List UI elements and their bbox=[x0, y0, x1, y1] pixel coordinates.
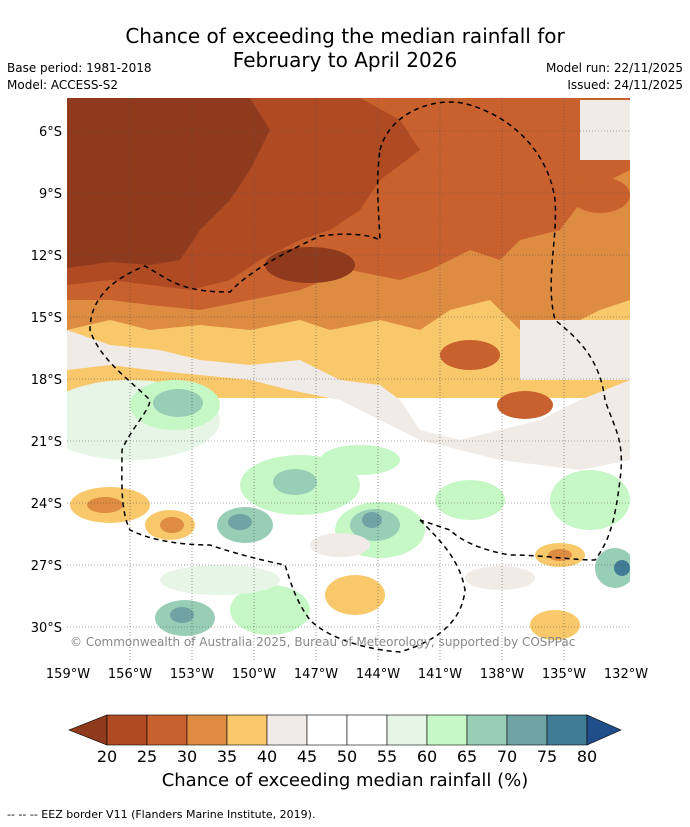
lon-label: 144°W bbox=[356, 667, 400, 682]
colorbar-tick-label: 70 bbox=[497, 747, 517, 766]
zone-60-65-h bbox=[550, 470, 630, 530]
lat-label: 24°S bbox=[31, 497, 62, 512]
colorbar-tick-label: 30 bbox=[177, 747, 197, 766]
colorbar-tick-label: 80 bbox=[577, 747, 597, 766]
colorbar-arrow-high bbox=[586, 714, 622, 746]
title-line-2: February to April 2026 bbox=[232, 48, 458, 72]
issued-date: Issued: 24/11/2025 bbox=[567, 78, 683, 92]
zone-65-70-a bbox=[153, 389, 203, 417]
colorbar-tick-label: 20 bbox=[97, 747, 117, 766]
colorbar-bin bbox=[146, 714, 188, 746]
colorbar-bin bbox=[466, 714, 508, 746]
zone-70-75-f bbox=[170, 607, 194, 623]
lon-label: 141°W bbox=[418, 667, 462, 682]
map-title: Chance of exceeding the median rainfall … bbox=[0, 24, 690, 72]
zone-below-20-patch bbox=[265, 247, 355, 283]
colorbar-bin bbox=[186, 714, 228, 746]
zone-40-45-east bbox=[520, 320, 630, 380]
meta-right: Model run: 22/11/2025 Issued: 24/11/2025 bbox=[546, 60, 683, 94]
lon-label: 156°W bbox=[108, 667, 152, 682]
zone-60-65-g bbox=[230, 585, 310, 635]
lon-label: 147°W bbox=[294, 667, 338, 682]
colorbar-label: Chance of exceeding median rainfall (%) bbox=[161, 770, 529, 791]
latitude-labels: 6°S 9°S 12°S 15°S 18°S 21°S 24°S 27°S 30… bbox=[31, 125, 62, 636]
colorbar-tick-label: 55 bbox=[377, 747, 397, 766]
colorbar-bin bbox=[266, 714, 308, 746]
zone-60-65-j bbox=[435, 480, 505, 520]
colorbar-arrow-low bbox=[68, 714, 108, 746]
zone-25-30-patch bbox=[497, 391, 553, 419]
colorbar-tick-label: 25 bbox=[137, 747, 157, 766]
model-run: Model run: 22/11/2025 bbox=[545, 61, 683, 75]
colorbar-bin bbox=[426, 714, 468, 746]
zone-35-40-s3 bbox=[325, 575, 385, 615]
lat-label: 15°S bbox=[31, 311, 62, 326]
lat-label: 30°S bbox=[31, 621, 62, 636]
colorbar-tick-label: 65 bbox=[457, 747, 477, 766]
lat-label: 6°S bbox=[39, 125, 62, 140]
colorbar-bin bbox=[226, 714, 268, 746]
model-name: Model: ACCESS-S2 bbox=[7, 78, 119, 92]
colorbar-tick-label: 35 bbox=[217, 747, 237, 766]
lon-label: 153°W bbox=[170, 667, 214, 682]
graticule bbox=[67, 98, 630, 660]
lon-label: 159°W bbox=[46, 667, 90, 682]
lat-label: 27°S bbox=[31, 559, 62, 574]
meta-left: Base period: 1981-2018 Model: ACCESS-S2 bbox=[7, 60, 152, 94]
rainfall-probability-field: © Commonwealth of Australia 2025, Bureau… bbox=[67, 98, 630, 660]
colorbar-bin bbox=[346, 714, 388, 746]
colorbar-tick-label: 40 bbox=[257, 747, 277, 766]
colorbar-tick-label: 75 bbox=[537, 747, 557, 766]
zone-40-45 bbox=[67, 330, 630, 470]
colorbar: 20 25 30 35 40 45 50 55 60 65 70 75 80 bbox=[68, 714, 622, 766]
colorbar-bin bbox=[386, 714, 428, 746]
zone-35-40-s5 bbox=[530, 610, 580, 640]
colorbar-bin bbox=[546, 714, 588, 746]
zone-below-20 bbox=[67, 98, 270, 268]
colorbar-bin bbox=[306, 714, 348, 746]
colorbar-tick-label: 45 bbox=[297, 747, 317, 766]
eez-border bbox=[89, 101, 623, 653]
lon-label: 132°W bbox=[604, 667, 648, 682]
lat-label: 21°S bbox=[31, 435, 62, 450]
zone-40-45-ne bbox=[580, 100, 630, 160]
lat-label: 12°S bbox=[31, 249, 62, 264]
zone-25-30-patch-b bbox=[440, 340, 500, 370]
zone-70-75-e bbox=[228, 514, 252, 530]
zone-70-75-d bbox=[362, 512, 382, 528]
zone-25-30-patch-c bbox=[570, 177, 630, 213]
zone-40-45-s7 bbox=[310, 533, 370, 557]
zone-30-35-s1 bbox=[87, 497, 123, 513]
lon-label: 150°W bbox=[232, 667, 276, 682]
lat-label: 18°S bbox=[31, 373, 62, 388]
eez-footnote: -- -- -- EEZ border V11 (Flanders Marine… bbox=[7, 808, 316, 821]
title-line-1: Chance of exceeding the median rainfall … bbox=[125, 24, 565, 48]
zone-40-45-s6 bbox=[465, 566, 535, 590]
colorbar-bin bbox=[106, 714, 148, 746]
lon-label: 135°W bbox=[542, 667, 586, 682]
zone-65-70-i bbox=[595, 548, 630, 588]
colorbar-tick-label: 60 bbox=[417, 747, 437, 766]
colorbar-bin bbox=[506, 714, 548, 746]
longitude-labels: 159°W 156°W 153°W 150°W 147°W 144°W 141°… bbox=[46, 667, 648, 682]
zone-65-70-b bbox=[273, 469, 317, 495]
zone-60-65-c bbox=[320, 445, 400, 475]
base-period: Base period: 1981-2018 bbox=[7, 61, 152, 75]
zone-55-60-k bbox=[160, 565, 280, 595]
copyright-notice: © Commonwealth of Australia 2025, Bureau… bbox=[70, 635, 575, 649]
lon-label: 138°W bbox=[480, 667, 524, 682]
colorbar-tick-label: 50 bbox=[337, 747, 357, 766]
lat-label: 9°S bbox=[39, 187, 62, 202]
zone-75-80-i bbox=[614, 560, 630, 576]
zone-30-35-s2 bbox=[160, 517, 184, 533]
